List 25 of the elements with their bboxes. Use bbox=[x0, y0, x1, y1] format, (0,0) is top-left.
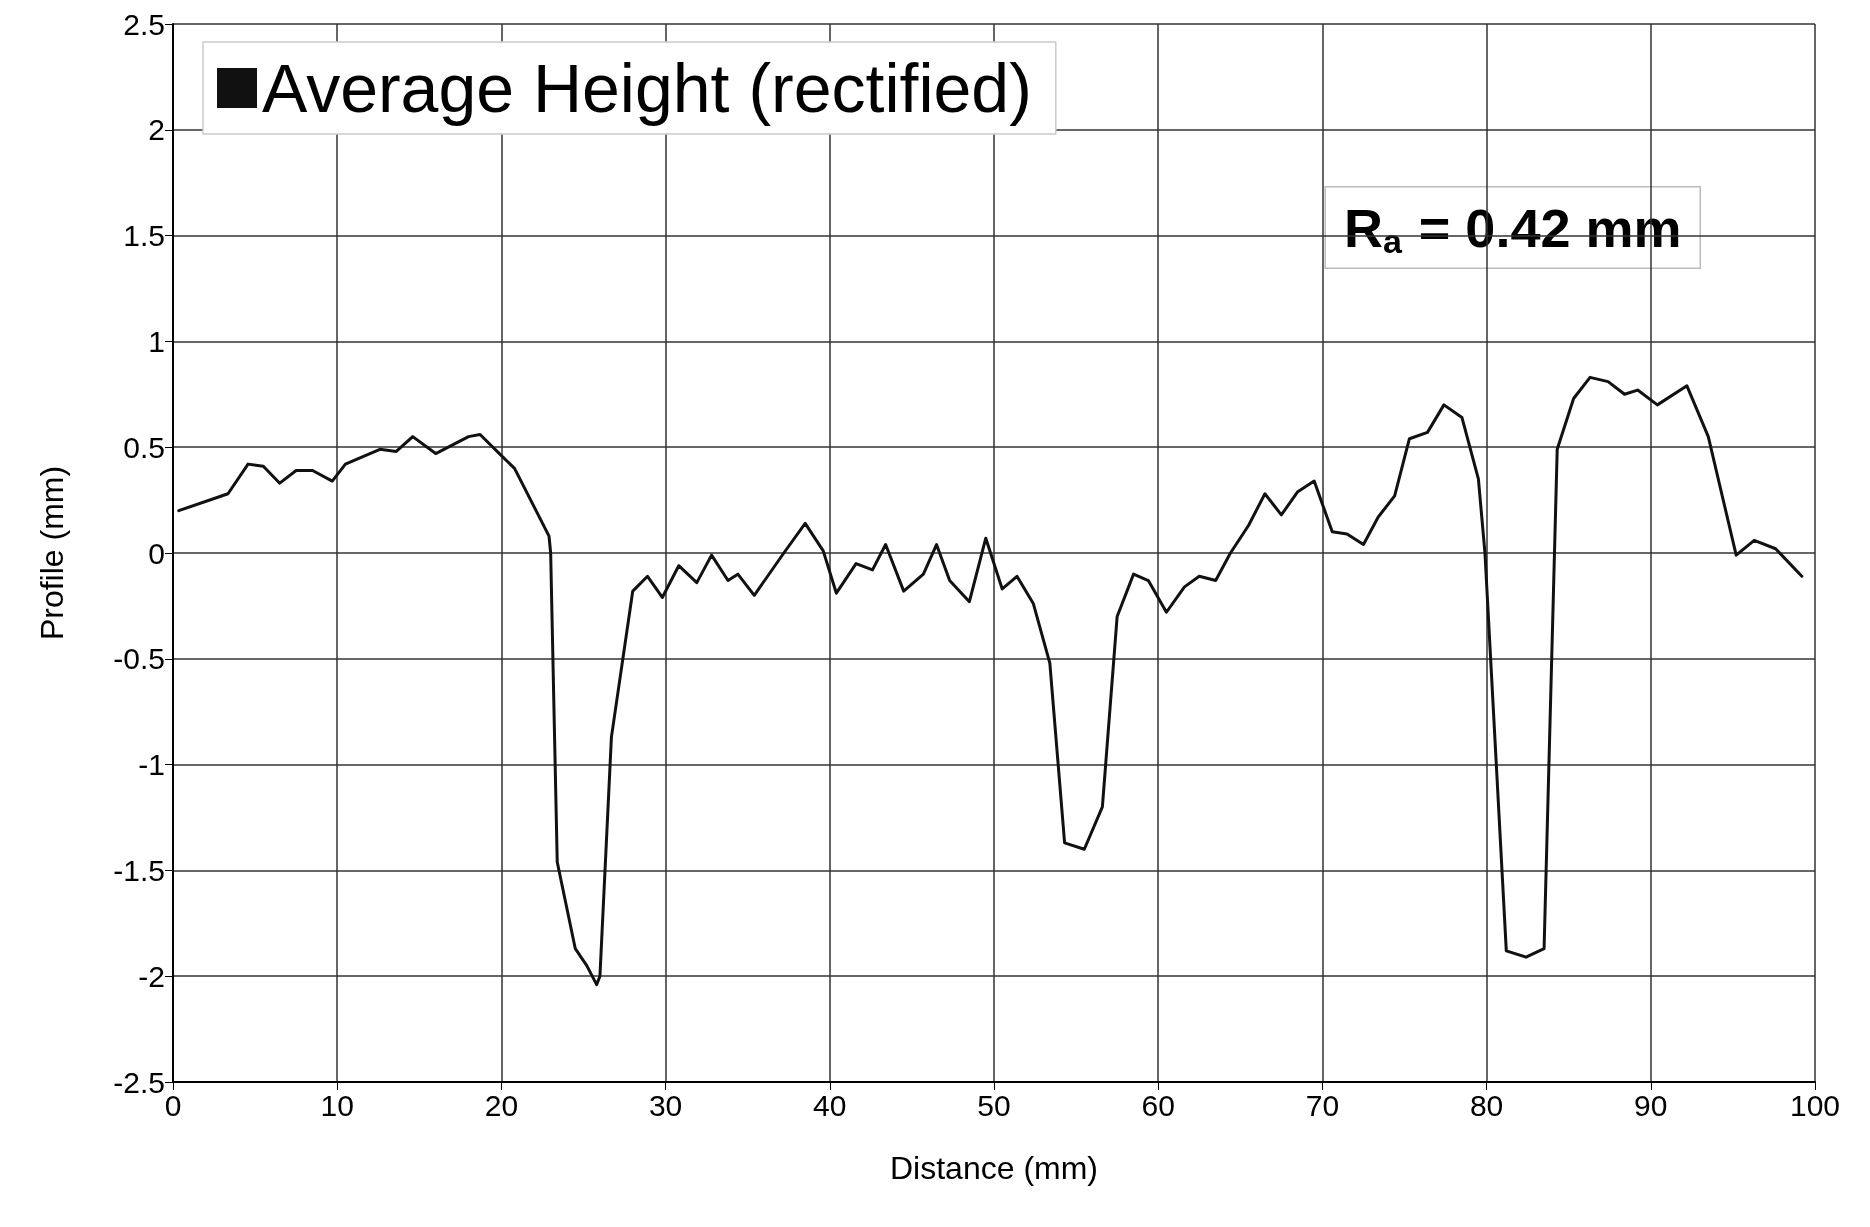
x-tick-label: 10 bbox=[320, 1088, 354, 1122]
x-tick-label: 40 bbox=[813, 1088, 847, 1122]
line-series bbox=[177, 375, 1804, 987]
x-tick-label: 100 bbox=[1789, 1088, 1841, 1122]
x-tick-label: 50 bbox=[977, 1088, 1011, 1122]
y-axis-title: Profile (mm) bbox=[34, 465, 70, 641]
y-tick-label: -2.5 bbox=[113, 1065, 165, 1099]
x-tick-label: 30 bbox=[648, 1088, 683, 1122]
x-tick-label: 20 bbox=[484, 1088, 519, 1122]
y-tick-label: 0.5 bbox=[123, 430, 165, 464]
x-tick-label: 80 bbox=[1469, 1088, 1504, 1122]
y-tick-label: 2 bbox=[148, 113, 165, 147]
x-tick-label: 90 bbox=[1634, 1088, 1668, 1122]
legend-label: Average Height (rectified) bbox=[262, 50, 1032, 126]
x-tick-label: 60 bbox=[1141, 1088, 1175, 1122]
y-tick-label: 2.5 bbox=[123, 7, 165, 41]
y-tick-label: -2 bbox=[138, 959, 165, 993]
x-axis-title: Distance (mm) bbox=[889, 1150, 1099, 1186]
y-tick-label: -0.5 bbox=[113, 642, 165, 676]
y-tick-label: 1 bbox=[148, 324, 165, 358]
y-tick-label: 1.5 bbox=[123, 219, 165, 253]
y-tick-label: 0 bbox=[148, 536, 165, 570]
y-tick-label: -1 bbox=[138, 748, 165, 782]
x-tick-label: 70 bbox=[1305, 1088, 1340, 1122]
y-tick-label: -1.5 bbox=[113, 853, 165, 887]
